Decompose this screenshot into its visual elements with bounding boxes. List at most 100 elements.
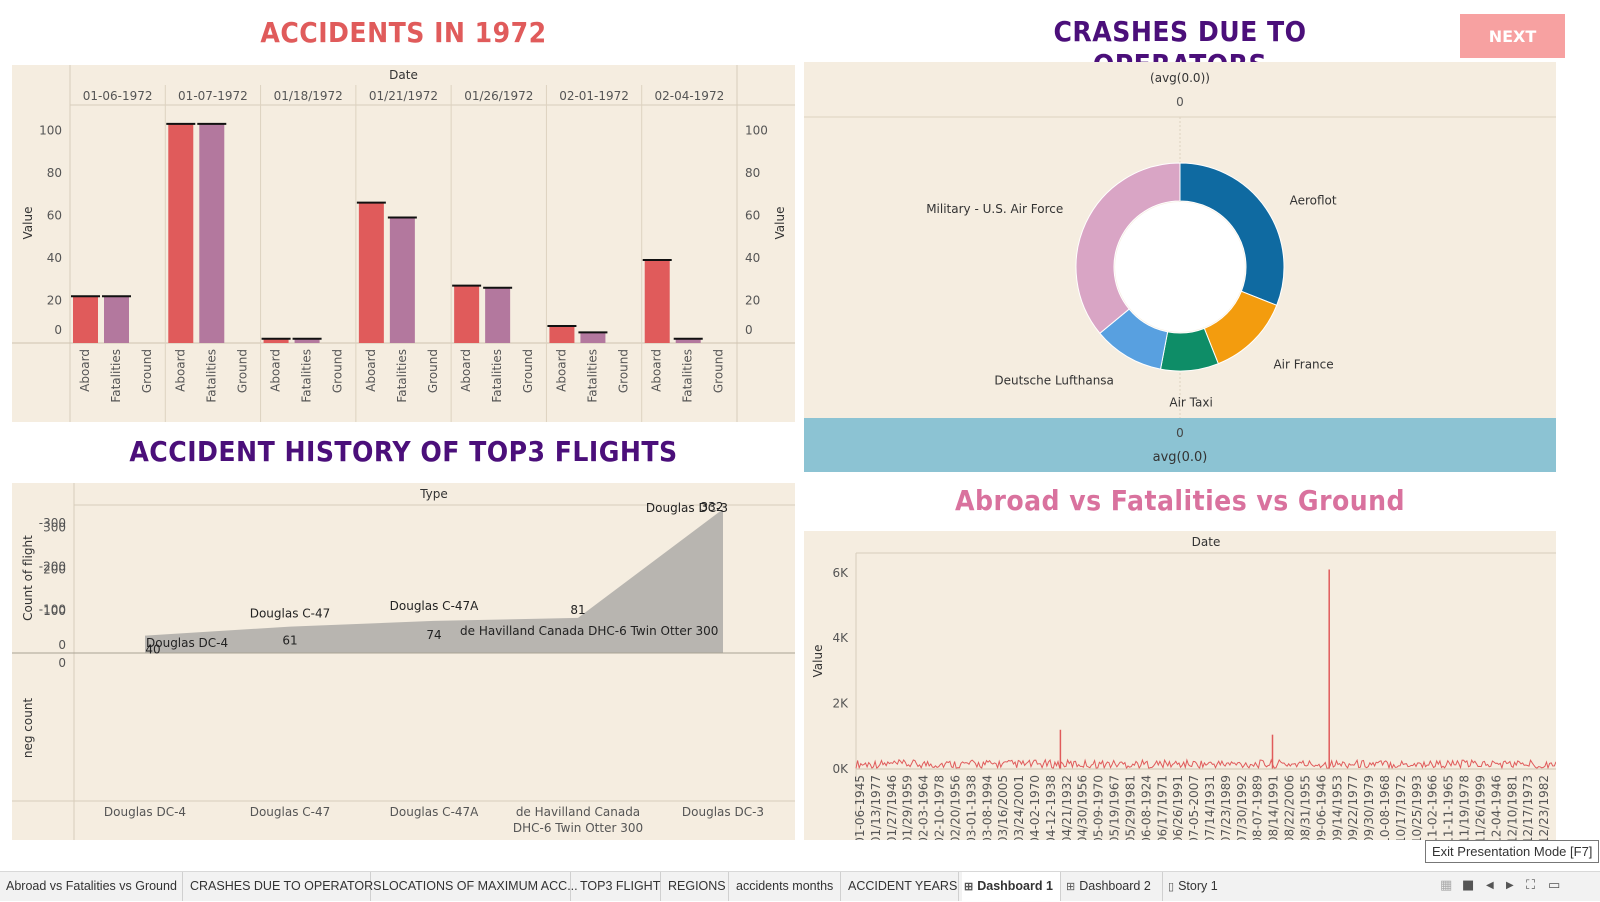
x-category-label: de Havilland Canada <box>516 805 640 819</box>
y-tick-label-right: 0 <box>745 323 753 337</box>
x-tick-label: 11/26/1999 <box>1473 775 1487 840</box>
tab-locations[interactable]: LOCATIONS OF MAXIMUM ACC... <box>380 872 578 901</box>
subcategory-label: Fatalities <box>490 349 504 403</box>
tab-accidents-months[interactable]: accidents months <box>734 872 841 901</box>
bar-aboard <box>358 202 384 343</box>
presentation-mode-icon[interactable]: ▭ <box>1548 878 1561 893</box>
subcategory-label: Ground <box>235 349 249 393</box>
value-label: 61 <box>282 634 297 648</box>
grid-view-icon[interactable]: ▦ <box>1440 878 1453 893</box>
x-tick-label: 08/31/1955 <box>1298 775 1312 840</box>
tab-dashboard-2[interactable]: ⊞ Dashboard 2 <box>1064 872 1163 901</box>
subcategory-label: Ground <box>426 349 440 393</box>
x-tick-label: 05/19/1967 <box>1108 775 1122 840</box>
y-axis-label: Value <box>21 207 35 240</box>
type-header: Type <box>419 487 448 501</box>
next-sheet-icon[interactable]: ▶ <box>1506 880 1514 891</box>
value-label: 74 <box>426 628 441 642</box>
subcategory-label: Fatalities <box>109 349 123 403</box>
bar-aboard <box>454 285 480 343</box>
x-tick-label: 04-12-1938 <box>1044 775 1058 840</box>
x-tick-label: 03/16/2005 <box>996 775 1010 840</box>
subcategory-label: Ground <box>616 349 630 393</box>
prev-sheet-icon[interactable]: ◀ <box>1486 880 1494 891</box>
subcategory-label: Fatalities <box>300 349 314 403</box>
avg-band <box>804 418 1556 472</box>
x-tick-label: 05/29/1981 <box>1123 775 1137 840</box>
subcategory-label: Aboard <box>650 349 664 392</box>
bar-fatalities <box>104 296 129 343</box>
date-label: 01-06-1972 <box>83 89 153 103</box>
flight-type-label: Douglas DC-3 <box>646 501 728 515</box>
x-tick-label: 06/17/1971 <box>1155 775 1169 840</box>
bar-fatalities <box>389 217 415 343</box>
tab-crashes-operators[interactable]: CRASHES DUE TO OPERATORS <box>188 872 381 901</box>
y-tick-label: 0 <box>54 323 62 337</box>
y-tick-label: 200 <box>43 562 66 576</box>
x-tick-label: 11-11-1965 <box>1442 775 1456 840</box>
x-tick-label: 06-08-1924 <box>1139 775 1153 840</box>
tab-label: Story 1 <box>1178 879 1218 893</box>
fullscreen-icon[interactable]: ⛶ <box>1526 878 1536 893</box>
y-tick-label: -300 <box>39 516 66 530</box>
subcategory-label: Fatalities <box>585 349 599 403</box>
y-tick-label: 0 <box>58 656 66 670</box>
accidents-1972-chart: Date Value Value 0 0 20 20 40 40 60 60 80 80 100 100 01… <box>12 65 795 422</box>
x-tick-label: 04-02-1970 <box>1028 775 1042 840</box>
y-tick-label: 0 <box>58 638 66 652</box>
value-label: 332 <box>701 500 724 514</box>
bar-aboard <box>644 260 670 343</box>
tab-story-1[interactable]: ▯ Story 1 <box>1166 872 1240 901</box>
flight-type-label: de Havilland Canada DHC-6 Twin Otter 300 <box>460 624 718 638</box>
tab-abroad-vs-fatalities[interactable]: Abroad vs Fatalities vs Ground <box>4 872 183 901</box>
exit-presentation-tooltip: Exit Presentation Mode [F7] <box>1425 840 1600 863</box>
story-icon: ▯ <box>1168 881 1175 893</box>
subcategory-label: Fatalities <box>395 349 409 403</box>
donut-hole <box>1115 202 1245 332</box>
tab-accident-years[interactable]: ACCIDENT YEARS <box>846 872 959 901</box>
filmstrip-icon[interactable]: ■ <box>1462 878 1475 893</box>
x-tick-label: 07/23/1989 <box>1219 775 1233 840</box>
area-neg-count <box>145 509 723 653</box>
flight-type-label: Douglas DC-4 <box>146 636 228 650</box>
accident-history-title: ACCIDENT HISTORY OF TOP3 FLIGHTS <box>129 435 678 468</box>
tab-label: LOCATIONS OF MAXIMUM ACC... <box>382 879 578 893</box>
x-tick-label: 05-09-1970 <box>1092 775 1106 840</box>
x-tick-label: 02/20/1956 <box>948 775 962 840</box>
y-tick-label: 100 <box>43 604 66 618</box>
x-tick-label: 03/24/2001 <box>1012 775 1026 840</box>
value-label: 81 <box>570 603 585 617</box>
x-category-label: Douglas DC-4 <box>104 805 186 819</box>
abroad-fatalities-panel: Date Value 0K 2K 4K 6K 01-06-1945 01/13/1977 01/… <box>804 531 1557 845</box>
tab-label: TOP3 FLIGHT <box>580 879 661 893</box>
date-label: 01/26/1972 <box>464 89 533 103</box>
avg-header: (avg(0.0)) <box>1150 71 1210 85</box>
accidents-1972-title: ACCIDENTS IN 1972 <box>260 16 547 49</box>
value-label: 40 <box>145 643 160 657</box>
subcategory-label: Ground <box>712 349 726 393</box>
y-tick-label-right: 40 <box>745 251 760 265</box>
x-tick-label: 10/17/1972 <box>1394 775 1408 840</box>
subcategory-label: Ground <box>521 349 535 393</box>
crashes-operators-panel: (avg(0.0)) 0 0 avg(0.0) Aeroflot Air France Ai… <box>804 62 1556 472</box>
next-button[interactable]: NEXT <box>1460 14 1565 58</box>
y-tick-label-right: 60 <box>745 208 760 222</box>
flight-type-label: Douglas C-47A <box>390 599 480 613</box>
x-tick-label: 03-01-1938 <box>964 775 978 840</box>
y-tick-label: 20 <box>47 293 62 307</box>
y-tick-label-right: 20 <box>745 293 760 307</box>
subcategory-label: Aboard <box>459 349 473 392</box>
x-tick-label: 09/14/1953 <box>1330 775 1344 840</box>
y-tick-label: -200 <box>39 559 66 573</box>
x-tick-label: 09-06-1946 <box>1314 775 1328 840</box>
tab-regions[interactable]: REGIONS <box>666 872 729 901</box>
tab-dashboard-1[interactable]: ⊞ Dashboard 1 <box>962 872 1061 901</box>
y-tick-label: -100 <box>39 603 66 617</box>
slice-label: Air France <box>1273 357 1333 371</box>
x-tick-label: 04/30/1956 <box>1076 775 1090 840</box>
y-tick-label: 100 <box>39 123 62 137</box>
tab-top3-flight[interactable]: TOP3 FLIGHT <box>578 872 661 901</box>
tab-label: REGIONS <box>668 879 726 893</box>
x-tick-label: 07/14/1931 <box>1203 775 1217 840</box>
